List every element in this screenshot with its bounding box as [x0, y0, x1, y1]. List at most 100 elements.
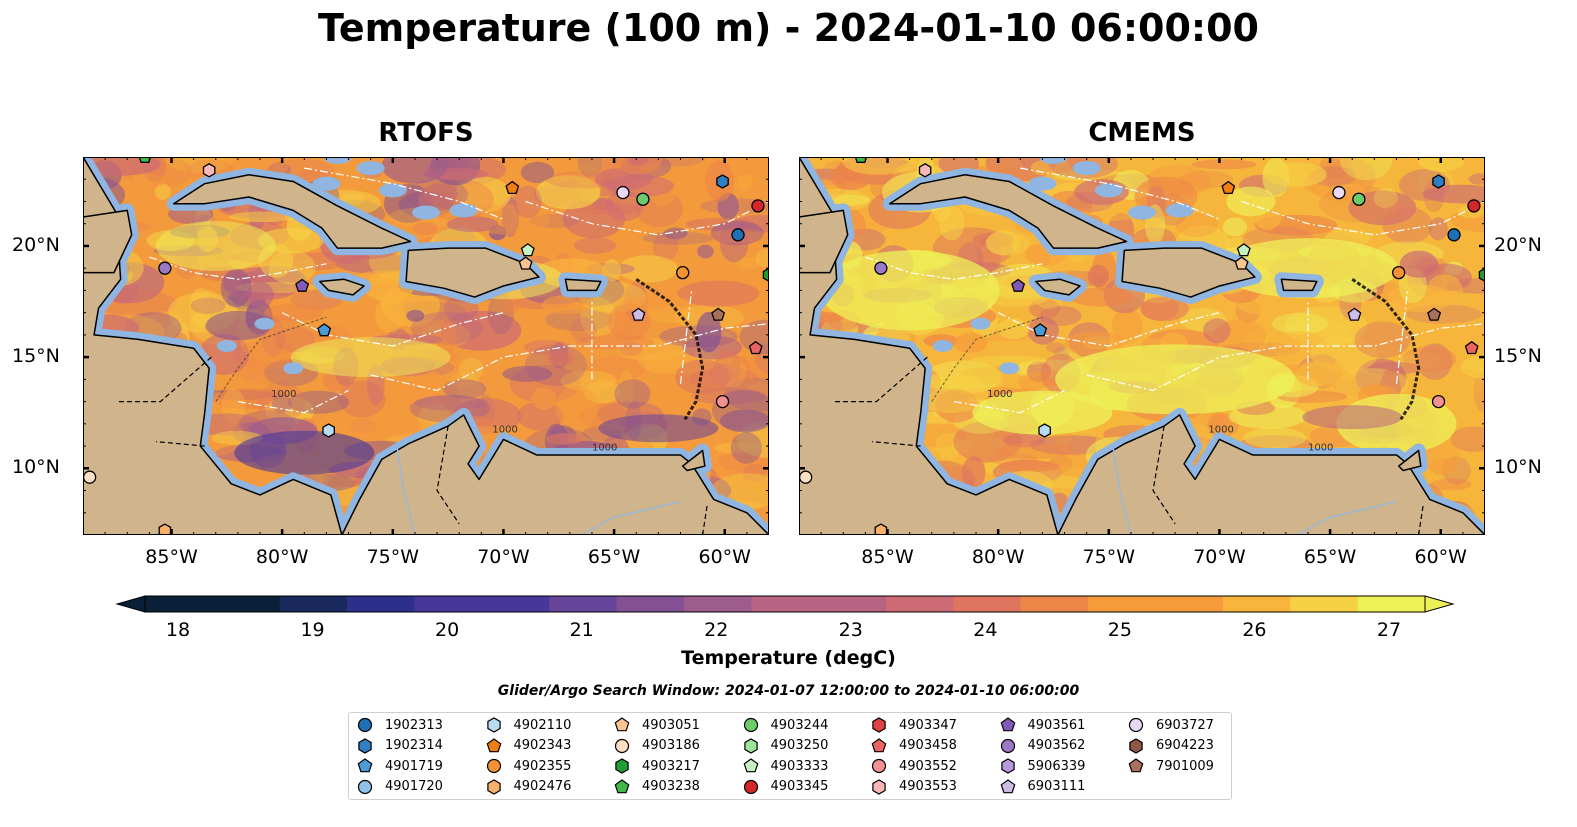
temperature-blob — [742, 464, 767, 482]
y-tick-label-right: 10°N — [1494, 456, 1542, 479]
temperature-blob — [442, 379, 487, 399]
temperature-blob — [520, 161, 555, 183]
colorbar-segment — [414, 596, 483, 612]
float-marker-4903562 — [158, 261, 172, 275]
shallow-bank — [1165, 203, 1194, 218]
legend-label: 4902355 — [513, 758, 572, 774]
temperature-blob — [1295, 362, 1348, 387]
legend-marker-pentagon — [614, 778, 630, 793]
warm-band — [972, 390, 1113, 435]
colorbar-segment — [818, 596, 887, 612]
legend-item: 1902313 — [355, 715, 443, 735]
colorbar-segment — [279, 596, 348, 612]
y-tick-label-right: 15°N — [1494, 345, 1542, 368]
temperature-blob — [986, 230, 1020, 256]
legend-label: 5906339 — [1027, 758, 1086, 774]
legend-label: 1902314 — [385, 738, 443, 753]
float-marker-4903051 — [1234, 256, 1249, 270]
legend-marker-circle — [1128, 717, 1144, 733]
shallow-bank — [1028, 176, 1057, 191]
float-marker-4903244 — [636, 192, 650, 206]
legend-label: 6904223 — [1156, 738, 1214, 753]
temperature-blob — [164, 157, 235, 174]
temperature-blob — [1430, 478, 1472, 491]
temperature-blob — [1046, 342, 1066, 353]
float-marker-1902313 — [1447, 228, 1461, 242]
legend-marker-hexagon — [872, 778, 886, 795]
legend-item: 4903244 — [741, 715, 828, 735]
eez-boundary — [304, 167, 504, 220]
map-panel-rtofs: 1000 1000 1000 — [83, 157, 769, 535]
float-marker-4903552 — [715, 394, 730, 409]
shallow-bank — [1039, 157, 1068, 164]
temperature-blob — [541, 295, 592, 315]
x-tick-label: 60°W — [1414, 546, 1467, 568]
temperature-blob — [934, 351, 973, 383]
colorbar-tick-label: 18 — [165, 619, 191, 641]
float-marker-6903727 — [1332, 185, 1346, 200]
legend-item: 4903345 — [741, 777, 828, 797]
colorbar-segment — [683, 596, 752, 612]
colorbar-segment — [886, 596, 955, 612]
temperature-blob — [451, 157, 478, 168]
temperature-blob — [546, 433, 583, 445]
temperature-blob — [555, 386, 599, 428]
country-border — [832, 356, 928, 403]
temperature-blob — [939, 204, 965, 241]
shallow-bank — [932, 340, 953, 352]
float-marker-4903333 — [520, 243, 535, 257]
temperature-blob — [406, 309, 425, 322]
isobath-label: 1000 — [987, 389, 1012, 400]
y-tick-label-right: 20°N — [1494, 233, 1542, 256]
legend-marker-circle — [1000, 738, 1015, 753]
temperature-blob — [459, 358, 484, 381]
temperature-blob — [627, 157, 649, 166]
float-marker-4903345 — [751, 199, 765, 213]
temperature-blob — [675, 359, 730, 395]
temperature-blob — [954, 332, 988, 354]
temperature-blob — [375, 296, 405, 333]
land-hispaniola — [1121, 247, 1256, 298]
temperature-blob — [142, 310, 186, 340]
temperature-blob — [440, 310, 522, 351]
legend-label: 4902110 — [513, 717, 572, 733]
legend-marker-pentagon — [357, 758, 373, 773]
temperature-blob — [953, 421, 1022, 463]
colorbar-segment — [1020, 596, 1089, 612]
country-border — [155, 441, 205, 447]
temperature-blob — [531, 387, 557, 410]
eez-boundary — [865, 256, 1043, 280]
temperature-blob — [473, 393, 495, 429]
eez-boundary — [1086, 323, 1485, 392]
isobath-1000 — [635, 278, 705, 421]
temperature-blob — [1448, 368, 1485, 398]
eez-boundary — [370, 323, 769, 392]
temperature-blob — [970, 355, 1048, 367]
temperature-blob — [997, 460, 1060, 473]
x-tick-label: 70°W — [1193, 546, 1246, 568]
colorbar-segment — [1222, 596, 1291, 612]
legend-marker-circle — [743, 717, 758, 733]
temperature-blob — [287, 390, 349, 414]
isobath-label: 1000 — [271, 389, 296, 400]
legend-item: 4903238 — [612, 777, 700, 797]
temperature-blob — [446, 216, 499, 233]
legend-item: 4903217 — [612, 756, 700, 776]
colorbar-segment — [549, 596, 618, 612]
float-marker-4903561 — [295, 278, 310, 292]
colorbar-tick-label: 21 — [569, 619, 594, 641]
legend-label: 4903562 — [1027, 738, 1086, 753]
float-marker-4903051 — [518, 256, 533, 270]
temperature-blob — [1111, 307, 1143, 343]
legend-item: 4901719 — [355, 756, 443, 776]
x-tick-label: 70°W — [477, 546, 530, 568]
float-marker-4903186 — [83, 470, 97, 484]
temperature-blob — [1226, 186, 1276, 217]
x-tick-label: 80°W — [255, 546, 309, 568]
temperature-blob — [501, 196, 520, 237]
float-marker-4902355 — [676, 265, 690, 280]
colorbar-segment — [1088, 596, 1157, 612]
legend-item: 4903561 — [998, 715, 1085, 735]
legend-label: 6903727 — [1156, 717, 1214, 733]
temperature-blob — [1281, 319, 1350, 342]
